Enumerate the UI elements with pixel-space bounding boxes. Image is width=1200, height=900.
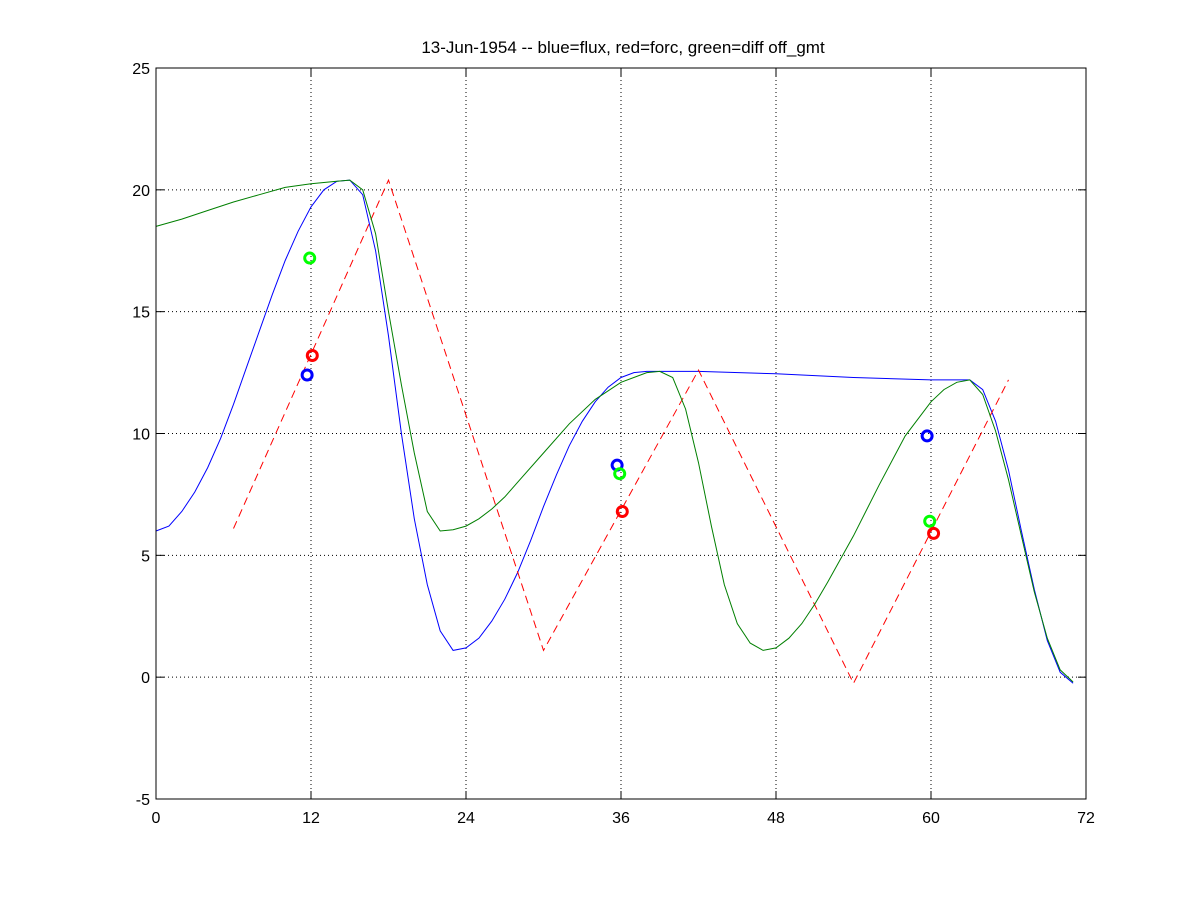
y-tick-label: 10 (132, 427, 150, 444)
data-point-marker (925, 516, 935, 526)
data-point-marker (305, 253, 315, 263)
x-tick-label: 12 (302, 810, 320, 827)
y-tick-label: -5 (136, 792, 150, 809)
y-tick-label: 5 (141, 548, 150, 565)
y-tick-label: 0 (141, 670, 150, 687)
y-tick-labels: -5 0 5 10 15 20 25 (132, 61, 150, 809)
x-tick-label: 72 (1077, 810, 1095, 827)
series-flux-line (156, 180, 1073, 683)
grid-lines (156, 68, 1086, 799)
data-point-marker (617, 506, 627, 516)
data-point-marker (929, 528, 939, 538)
x-tick-label: 48 (767, 810, 785, 827)
y-tick-label: 25 (132, 61, 150, 78)
data-point-marker (307, 351, 317, 361)
x-tick-labels: 0 12 24 36 48 60 72 (152, 810, 1095, 827)
x-tick-label: 24 (457, 810, 475, 827)
data-point-marker (615, 469, 625, 479)
x-tick-label: 0 (152, 810, 161, 827)
x-tick-label: 60 (922, 810, 940, 827)
data-point-marker (922, 431, 932, 441)
data-point-marker (302, 370, 312, 380)
series-forc-line (234, 180, 1009, 683)
y-tick-label: 15 (132, 305, 150, 322)
series-layer (156, 180, 1073, 683)
marker-layer (302, 253, 938, 538)
series-diff-line (156, 180, 1073, 682)
y-tick-label: 20 (132, 183, 150, 200)
x-tick-label: 36 (612, 810, 630, 827)
chart-title: 13-Jun-1954 -- blue=flux, red=forc, gree… (421, 38, 825, 57)
